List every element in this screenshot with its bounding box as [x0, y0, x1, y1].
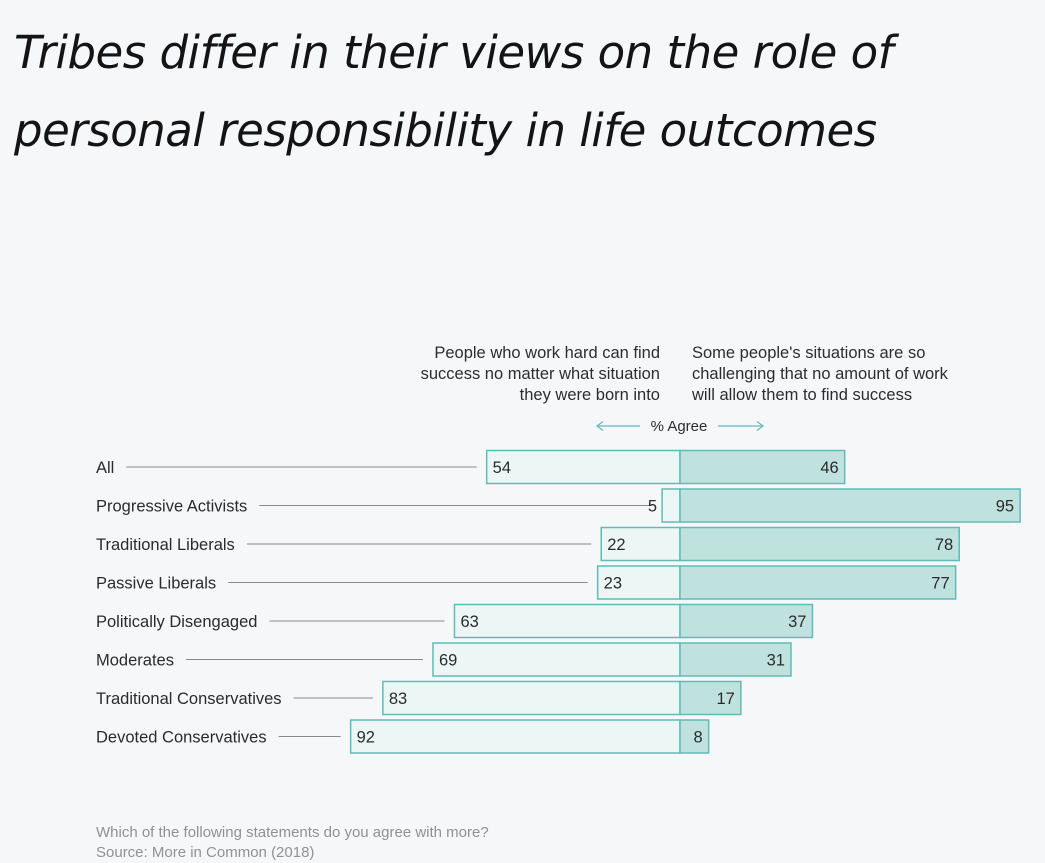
value-label-left: 69	[439, 652, 457, 670]
value-label-left: 5	[648, 498, 657, 516]
source-note: Source: More in Common (2018)	[96, 844, 315, 861]
bar-row: All 54 46	[96, 449, 846, 485]
bar-left	[453, 603, 681, 639]
axis-label: % Agree	[651, 418, 708, 435]
bar-left	[600, 526, 681, 562]
bar-left	[382, 680, 681, 716]
value-label-left: 23	[604, 575, 622, 593]
category-label: Progressive Activists	[96, 498, 247, 516]
left-statement-header: People who work hard can find success no…	[360, 343, 660, 406]
bar-right	[679, 642, 792, 677]
value-label-left: 92	[357, 729, 375, 747]
left-statement-line-1: People who work hard can find	[434, 344, 660, 362]
value-label-left: 63	[460, 613, 478, 631]
bar-right	[679, 680, 742, 716]
bar-left	[661, 488, 681, 523]
bar-row: Traditional Liberals 22 78	[96, 526, 960, 562]
value-label-left: 83	[389, 690, 407, 708]
category-label: Moderates	[96, 652, 174, 670]
category-label: Devoted Conservatives	[96, 729, 267, 747]
left-arrowhead-icon	[596, 421, 604, 431]
value-label-right: 37	[788, 613, 806, 631]
bar-right	[679, 565, 957, 600]
left-statement-line-2: success no matter what situation	[420, 365, 660, 383]
bar-right	[679, 526, 960, 562]
bar-row: Passive Liberals 23 77	[96, 565, 957, 600]
value-label-right: 17	[717, 690, 735, 708]
bar-row: Traditional Conservatives 83 17	[96, 680, 742, 716]
bar-right	[679, 449, 846, 485]
category-label: Passive Liberals	[96, 575, 216, 593]
value-label-right: 95	[996, 498, 1014, 516]
right-arrowhead-icon	[756, 421, 764, 431]
bar-left	[596, 565, 681, 600]
right-statement-line-1: Some people's situations are so	[692, 344, 926, 362]
value-label-right: 8	[693, 729, 702, 747]
bar-left	[349, 719, 681, 754]
chart-title-line-1: Tribes differ in their views on the role…	[14, 26, 894, 79]
chart-footer: Which of the following statements do you…	[96, 823, 489, 863]
category-label: Traditional Liberals	[96, 536, 235, 554]
right-statement-line-3: will allow them to find success	[692, 386, 913, 404]
bar-row: Moderates 69 31	[96, 642, 792, 677]
value-label-left: 54	[493, 459, 511, 477]
survey-question: Which of the following statements do you…	[96, 824, 489, 841]
bar-row: Progressive Activists 5 95	[96, 488, 1021, 523]
bar-left	[432, 642, 681, 677]
bar-right	[679, 603, 814, 639]
category-label: Politically Disengaged	[96, 613, 257, 631]
value-label-left: 22	[607, 536, 625, 554]
left-statement-line-3: they were born into	[519, 386, 660, 404]
bar-left	[485, 449, 681, 485]
chart-title-line-2: personal responsibility in life outcomes	[14, 104, 877, 157]
value-label-right: 31	[767, 652, 785, 670]
category-label: Traditional Conservatives	[96, 690, 282, 708]
bar-right	[679, 488, 1021, 523]
value-label-right: 77	[931, 575, 949, 593]
category-label: All	[96, 459, 114, 477]
right-statement-line-2: challenging that no amount of work	[692, 365, 948, 383]
bar-row: Devoted Conservatives 92 8	[96, 719, 710, 754]
bar-row: Politically Disengaged 63 37	[96, 603, 814, 639]
chart-title: Tribes differ in their views on the role…	[14, 14, 1034, 170]
right-statement-header: Some people's situations are so challeng…	[692, 343, 1022, 406]
bar-right	[679, 719, 710, 754]
value-label-right: 46	[820, 459, 838, 477]
value-label-right: 78	[935, 536, 953, 554]
agree-axis-label: % Agree	[596, 418, 764, 435]
